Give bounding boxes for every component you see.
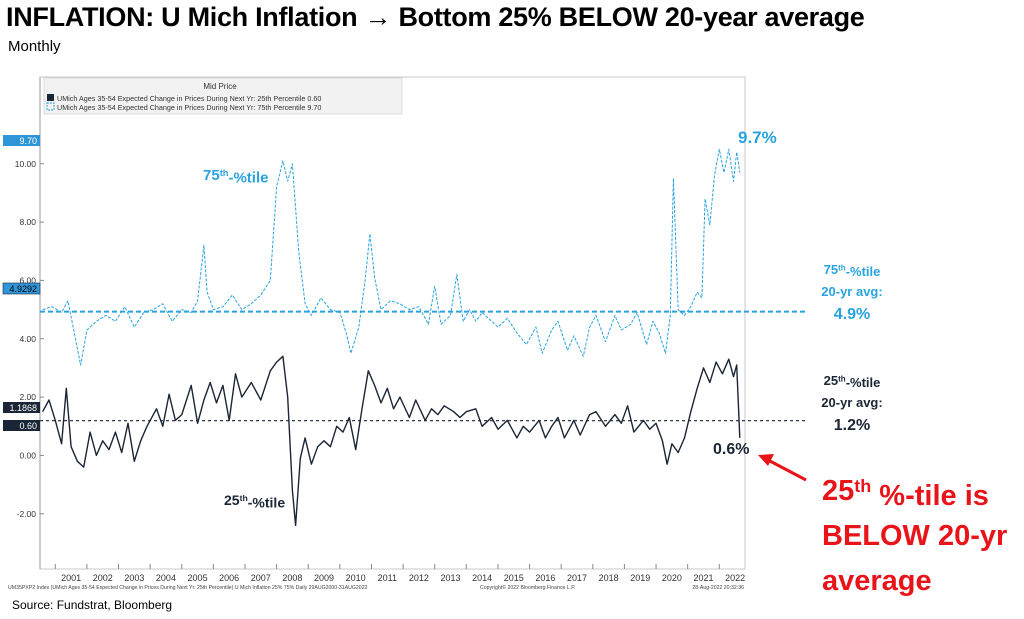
callout-line1: 25th %-tile is <box>822 475 989 512</box>
x-tick-label: 2014 <box>472 573 492 583</box>
footer-left: UM35PXP2 Index (UMich Ages 35-54 Expecte… <box>8 585 368 591</box>
x-tick-label: 2008 <box>282 573 302 583</box>
x-tick-label: 2019 <box>630 573 650 583</box>
avg75-line2: 20-yr avg: <box>821 284 882 299</box>
x-tick-label: 2022 <box>725 573 745 583</box>
last-value-tag-75-text: 9.70 <box>19 136 37 146</box>
legend-swatch-25 <box>47 94 54 101</box>
y-tick-label: 4.00 <box>19 334 36 344</box>
avg-tag-25-text: 1.1868 <box>9 403 37 413</box>
legend-item-75: UMich Ages 35-54 Expected Change in Pric… <box>57 103 321 112</box>
y-tick-label: 6.00 <box>19 275 36 285</box>
x-tick-label: 2007 <box>251 573 271 583</box>
x-axis-ticks: 2001 2002 2003 2004 2005 2006 2007 2008 2009 2010… <box>54 564 745 583</box>
x-tick-label: 2009 <box>314 573 334 583</box>
x-tick-label: 2018 <box>599 573 619 583</box>
legend-header: Mid Price <box>203 82 237 91</box>
avg75-line1: 75th-%tile <box>824 262 881 279</box>
last-value-tag-25-text: 0.60 <box>19 421 37 431</box>
x-tick-label: 2016 <box>535 573 555 583</box>
plot-area <box>39 76 746 570</box>
series-75th-percentile <box>42 148 741 366</box>
x-tick-label: 2002 <box>93 573 113 583</box>
label-25th-text: 25th-%tile <box>224 492 285 510</box>
y-tick-label: 0.00 <box>19 450 36 460</box>
y-tick-label: -2.00 <box>17 509 37 519</box>
y-tick-label: 8.00 <box>19 217 36 227</box>
x-tick-label: 2021 <box>693 573 713 583</box>
x-tick-label: 2006 <box>219 573 239 583</box>
avg25-line1: 25th-%tile <box>824 373 881 390</box>
legend: Mid Price UMich Ages 35-54 Expected Chan… <box>43 77 403 115</box>
y-axis-ticks: 10.00 8.00 6.00 4.00 2.00 0.00 -2.00 <box>15 159 44 519</box>
avg25-value: 1.2% <box>834 417 870 434</box>
avg-tag-75-text: 4.9292 <box>9 284 37 294</box>
x-tick-label: 2020 <box>662 573 682 583</box>
last-value-tag-75 <box>3 135 40 146</box>
legend-item-25: UMich Ages 35-54 Expected Change in Pric… <box>57 94 321 103</box>
avg-tag-75 <box>2 282 41 295</box>
last-value-25-annotation: 0.6% <box>713 441 749 458</box>
x-tick-label: 2017 <box>567 573 587 583</box>
y-tick-label: 10.00 <box>15 159 37 169</box>
avg25-line2: 20-yr avg: <box>821 395 882 410</box>
x-tick-label: 2004 <box>156 573 176 583</box>
callout-line3: average <box>822 565 932 597</box>
footer-center: Copyright© 2022 Bloomberg Finance L.P. <box>480 584 575 591</box>
x-tick-label: 2005 <box>188 573 208 583</box>
avg-tag-25 <box>3 402 40 413</box>
y-tick-label: 2.00 <box>19 392 36 402</box>
label-75th-text: 75th-%tile <box>203 167 268 187</box>
source-note: Source: Fundstrat, Bloomberg <box>12 598 173 612</box>
x-tick-label: 2010 <box>346 573 366 583</box>
page-subtitle: Monthly <box>8 38 61 55</box>
footer-right: 28-Aug-2022 20:32:36 <box>692 585 744 591</box>
avg75-value: 4.9% <box>834 306 870 323</box>
x-tick-label: 2001 <box>61 573 81 583</box>
x-tick-label: 2015 <box>504 573 524 583</box>
last-value-tag-25 <box>3 420 40 431</box>
callout-arrow-shaft <box>767 458 807 482</box>
x-tick-label: 2011 <box>378 573 397 583</box>
last-value-75-annotation: 9.7% <box>738 128 777 147</box>
series-lines <box>40 148 806 527</box>
label-25th-percentile: 25th-%tile <box>224 492 285 510</box>
callout-line2: BELOW 20-yr <box>822 520 1007 552</box>
page-title: INFLATION: U Mich Inflation → Bottom 25%… <box>6 2 865 32</box>
x-tick-label: 2013 <box>441 573 461 583</box>
x-tick-label: 2003 <box>124 573 144 583</box>
x-tick-label: 2012 <box>409 573 429 583</box>
callout-arrow-head <box>758 454 774 466</box>
series-25th-percentile <box>41 355 741 527</box>
label-75th-percentile: 75th-%tile <box>203 167 268 187</box>
legend-swatch-75 <box>46 102 55 111</box>
